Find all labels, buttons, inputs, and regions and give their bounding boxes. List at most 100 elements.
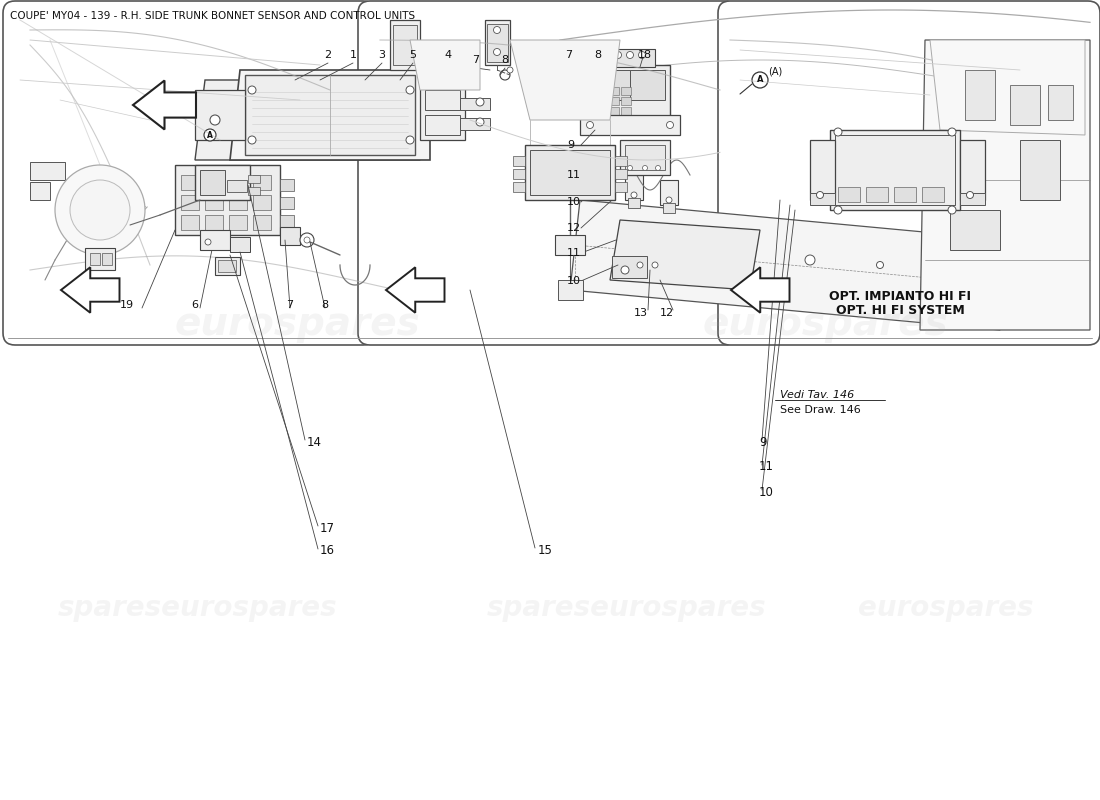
FancyBboxPatch shape — [358, 1, 737, 345]
Text: 11: 11 — [759, 461, 774, 474]
Circle shape — [948, 206, 956, 214]
Bar — [558, 280, 583, 300]
Bar — [200, 170, 225, 195]
Circle shape — [300, 233, 313, 247]
Bar — [621, 107, 631, 115]
Bar — [230, 237, 250, 252]
Bar — [90, 253, 100, 265]
Bar — [965, 70, 996, 120]
Circle shape — [834, 206, 842, 214]
Circle shape — [616, 242, 624, 249]
Text: spareseurospares: spareseurospares — [487, 594, 767, 622]
FancyBboxPatch shape — [718, 1, 1100, 345]
Circle shape — [621, 266, 629, 274]
Bar — [838, 187, 860, 202]
Text: 7: 7 — [472, 55, 480, 65]
Bar — [621, 97, 631, 105]
Text: eurospares: eurospares — [174, 305, 420, 343]
Bar — [227, 180, 248, 192]
Bar — [621, 87, 631, 95]
Circle shape — [55, 165, 145, 255]
Text: 10: 10 — [759, 486, 774, 498]
Text: 11: 11 — [566, 248, 581, 258]
Polygon shape — [510, 40, 620, 120]
Text: 18: 18 — [638, 50, 652, 60]
Bar — [253, 175, 271, 190]
Polygon shape — [230, 70, 430, 160]
Bar — [85, 248, 116, 270]
Bar — [205, 175, 223, 190]
Bar — [280, 197, 294, 209]
Circle shape — [494, 49, 501, 55]
Text: 4: 4 — [444, 50, 452, 60]
Circle shape — [877, 262, 883, 269]
Text: 17: 17 — [320, 522, 336, 534]
Text: eurospares: eurospares — [858, 594, 1034, 622]
Circle shape — [967, 191, 974, 198]
Text: 8: 8 — [321, 300, 329, 310]
Text: 10: 10 — [566, 197, 581, 207]
Text: 5: 5 — [409, 50, 417, 60]
Bar — [590, 65, 670, 120]
Bar — [175, 165, 280, 235]
Bar — [460, 98, 490, 110]
Bar — [530, 150, 610, 195]
Bar — [609, 97, 619, 105]
Bar — [628, 198, 640, 208]
Text: (A): (A) — [768, 67, 782, 77]
Circle shape — [805, 255, 815, 265]
Bar — [195, 165, 250, 200]
Bar — [1048, 85, 1072, 120]
Bar — [1010, 85, 1040, 125]
Bar — [595, 70, 630, 100]
Circle shape — [304, 237, 310, 243]
Bar — [513, 156, 525, 166]
Bar — [922, 187, 944, 202]
Bar — [30, 162, 65, 180]
Bar — [960, 140, 984, 200]
Bar — [420, 85, 465, 140]
Text: 13: 13 — [634, 308, 648, 318]
Circle shape — [476, 118, 484, 126]
Bar — [950, 210, 1000, 250]
Bar — [229, 175, 248, 190]
Text: 9: 9 — [566, 140, 574, 150]
Bar — [513, 182, 525, 192]
Circle shape — [248, 86, 256, 94]
Circle shape — [210, 115, 220, 125]
Text: 7: 7 — [286, 300, 294, 310]
Circle shape — [615, 51, 622, 58]
Bar — [280, 227, 300, 245]
Circle shape — [631, 192, 637, 198]
Text: 6: 6 — [191, 300, 198, 310]
Bar — [810, 193, 835, 205]
Circle shape — [637, 262, 644, 268]
Polygon shape — [610, 220, 760, 290]
Bar — [218, 260, 236, 272]
Text: OPT. HI FI SYSTEM: OPT. HI FI SYSTEM — [836, 303, 965, 317]
Polygon shape — [60, 267, 120, 313]
Circle shape — [816, 191, 824, 198]
Text: 9: 9 — [759, 435, 767, 449]
Bar — [205, 215, 223, 230]
Bar — [280, 215, 294, 227]
Bar — [248, 187, 260, 195]
Polygon shape — [920, 40, 1090, 330]
Circle shape — [406, 86, 414, 94]
Circle shape — [205, 239, 211, 245]
Bar — [894, 187, 916, 202]
Bar — [253, 215, 271, 230]
Circle shape — [948, 128, 956, 136]
Circle shape — [70, 180, 130, 240]
Bar — [630, 70, 666, 100]
Bar — [810, 140, 835, 200]
Bar — [597, 87, 607, 95]
Bar — [609, 107, 619, 115]
Bar — [625, 175, 644, 200]
Text: eurospares: eurospares — [702, 305, 948, 343]
Circle shape — [638, 51, 646, 58]
Text: 2: 2 — [324, 50, 331, 60]
Text: 19: 19 — [120, 300, 134, 310]
Text: 14: 14 — [307, 435, 322, 449]
Polygon shape — [195, 80, 420, 160]
